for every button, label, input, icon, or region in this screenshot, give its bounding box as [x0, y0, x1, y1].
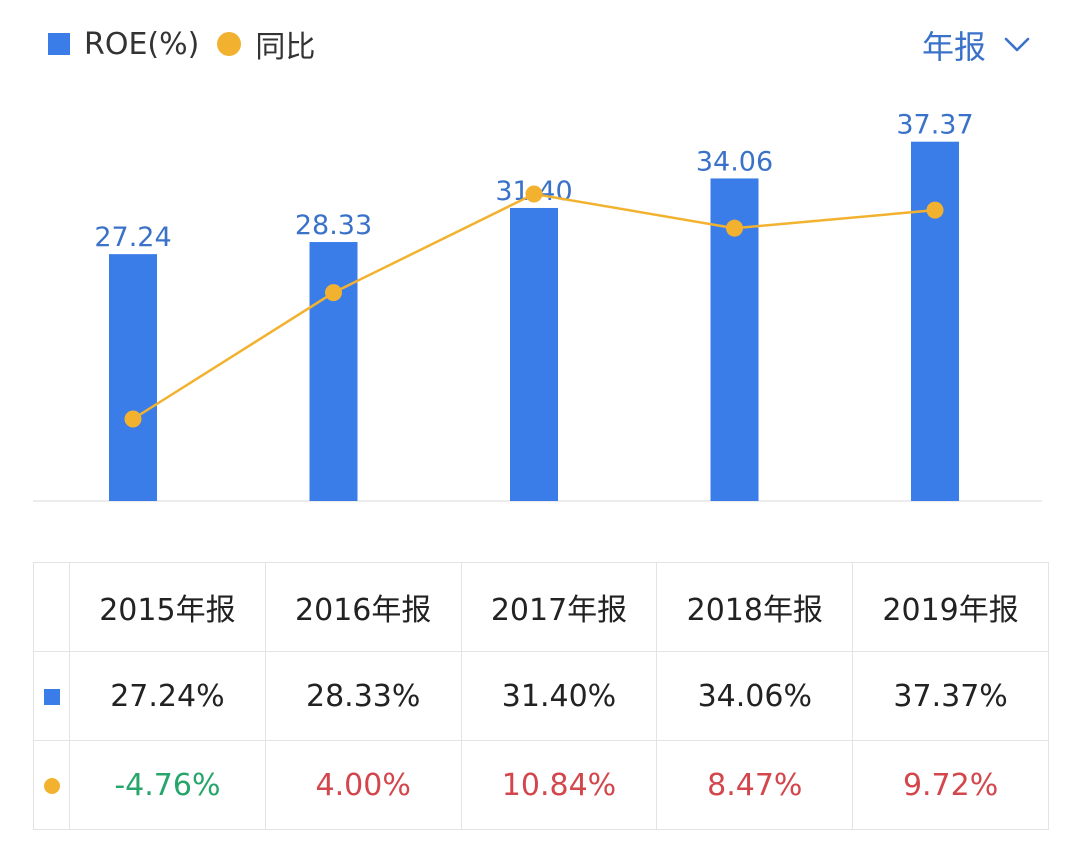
bar [911, 141, 959, 501]
bar-value-label: 34.06 [696, 146, 773, 177]
yoy-cell: 10.84% [460, 740, 658, 830]
table-corner-cell [33, 562, 70, 652]
table-header-cell: 2017年报 [460, 562, 658, 652]
period-selector[interactable]: 年报 [922, 22, 1030, 68]
yoy-cell: 8.47% [656, 740, 854, 830]
yoy-point [726, 219, 743, 237]
table-header-row: 2015年报 2016年报 2017年报 2018年报 2019年报 [33, 562, 1049, 652]
yoy-legend-label: 同比 [255, 30, 316, 65]
roe-cell: 27.24% [69, 651, 266, 741]
table-row-yoy: -4.76% 4.00% 10.84% 8.47% 9.72% [33, 740, 1049, 830]
data-table: 2015年报 2016年报 2017年报 2018年报 2019年报 27.24… [33, 562, 1049, 830]
roe-cell: 37.37% [852, 651, 1049, 741]
yoy-cell: 9.72% [852, 740, 1049, 830]
period-selector-label: 年报 [921, 28, 986, 66]
bar [309, 242, 358, 502]
table-row-roe: 27.24% 28.33% 31.40% 34.06% 37.37% [33, 651, 1049, 741]
yoy-cell: -4.76% [69, 740, 266, 830]
table-header-cell: 2018年报 [656, 562, 854, 652]
roe-square-icon [43, 689, 60, 705]
bar-value-label: 27.24 [94, 222, 171, 253]
yoy-dot-icon [43, 778, 60, 794]
chart-legend: ROE(%) 同比 [48, 24, 316, 65]
table-header-cell: 2015年报 [69, 562, 266, 652]
bar [510, 207, 558, 501]
yoy-cell: 4.00% [264, 740, 462, 830]
yoy-row-marker [33, 740, 70, 830]
yoy-point [124, 410, 142, 428]
bar-value-label: 28.33 [295, 210, 372, 241]
roe-legend-label: ROE(%) [84, 26, 200, 62]
roe-cell: 31.40% [460, 651, 658, 741]
bar-value-label: 37.37 [896, 110, 973, 141]
yoy-legend-dot-icon [217, 32, 242, 56]
yoy-point [325, 284, 342, 302]
table-header-cell: 2019年报 [852, 562, 1049, 652]
yoy-point [926, 201, 944, 219]
roe-row-marker [33, 651, 70, 741]
yoy-point [525, 185, 543, 203]
roe-legend-square-icon [48, 33, 70, 55]
chevron-down-icon [1004, 37, 1030, 52]
roe-cell: 28.33% [264, 651, 462, 741]
table-header-cell: 2016年报 [264, 562, 462, 652]
roe-cell: 34.06% [656, 651, 854, 741]
bar [109, 254, 157, 501]
